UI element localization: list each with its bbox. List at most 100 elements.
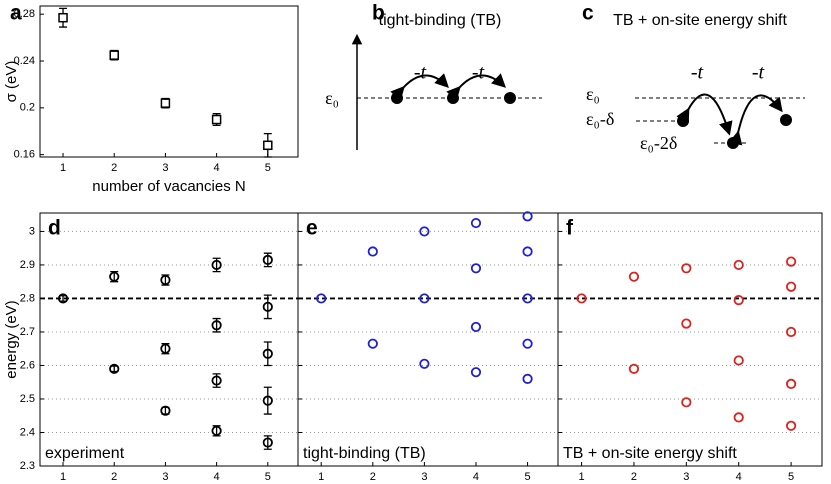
panel-label: a (10, 2, 22, 25)
data-point (262, 348, 273, 359)
hop-arrow (728, 94, 783, 146)
data-point (785, 420, 797, 431)
x-tick-label: 3 (162, 471, 168, 483)
hop-arrow (390, 73, 449, 101)
x-axis-label: number of vacancies N (92, 178, 245, 195)
x-tick-label: 3 (421, 471, 427, 483)
x-tick-label: 4 (473, 471, 479, 483)
x-tick-label: 1 (579, 471, 585, 483)
panel-label: e (306, 217, 318, 240)
data-point (470, 217, 482, 229)
x-tick-label: 3 (683, 471, 689, 483)
y-axis-label: σ (eV) (3, 61, 20, 103)
hop-label: -t (752, 62, 765, 84)
y-tick-label: 0.28 (14, 8, 35, 20)
y-axis-label: energy (eV) (3, 300, 20, 378)
y-tick-label: 0.2 (20, 102, 35, 114)
data-point (522, 211, 533, 222)
data-point (57, 293, 69, 304)
site (391, 92, 403, 104)
data-point (367, 246, 378, 257)
y-tick-label: 2.8 (20, 292, 35, 304)
x-tick-label: 2 (111, 162, 117, 174)
panel-label: c (582, 2, 594, 25)
y-tick-label: 2.5 (20, 393, 35, 405)
site (780, 114, 792, 126)
data-point (522, 246, 533, 257)
data-point (262, 301, 273, 312)
site (447, 92, 459, 104)
data-point (785, 256, 797, 267)
error-bar (263, 341, 272, 367)
x-tick-label: 5 (265, 162, 271, 174)
data-point (160, 98, 171, 108)
y-tick-label: 0.24 (14, 55, 35, 67)
data-point (211, 375, 222, 386)
data-point (733, 355, 744, 366)
y-tick-label: 3 (29, 225, 35, 237)
hop-arrow (676, 93, 733, 136)
data-point (419, 293, 430, 304)
y-tick-label: 2.9 (20, 259, 35, 271)
data-point (785, 378, 797, 390)
hop-arrow (446, 73, 507, 101)
data-point (109, 363, 120, 374)
hop-label: -t (414, 62, 427, 84)
x-tick-label: 5 (525, 471, 531, 483)
data-point (628, 363, 640, 374)
data-point (419, 358, 430, 369)
plot-frame (557, 212, 823, 467)
diagram-c: c TB + on-site energy shift ε₀ ε₀-δ ε₀-2… (582, 2, 805, 153)
level-label: ε₀ (586, 84, 600, 104)
data-point (576, 293, 587, 304)
hop-label: -t (691, 62, 704, 84)
annotation: experiment (45, 445, 125, 462)
y-tick-label: 2.3 (20, 460, 35, 472)
error-bar (263, 294, 272, 320)
data-point (262, 254, 273, 266)
y-tick-label: 0.16 (14, 149, 35, 161)
data-point (262, 395, 273, 406)
x-tick-label: 4 (214, 471, 220, 483)
data-point (211, 259, 222, 271)
panel-label: b (372, 2, 385, 25)
data-point (470, 263, 482, 274)
annotation: tight-binding (TB) (303, 445, 426, 462)
plot-frame (297, 212, 559, 467)
x-tick-label: 2 (370, 471, 376, 483)
site (677, 115, 689, 127)
data-point (419, 226, 430, 237)
y-tick-label: 2.7 (20, 326, 35, 338)
data-point (263, 140, 273, 151)
data-point (211, 320, 222, 331)
x-tick-label: 4 (214, 162, 220, 174)
data-point (733, 295, 744, 306)
data-point (681, 397, 692, 408)
data-point (211, 114, 222, 125)
site (727, 137, 739, 149)
data-point (733, 259, 744, 271)
x-tick-label: 2 (111, 471, 117, 483)
y-tick-label: 2.4 (20, 426, 35, 438)
data-point (262, 437, 273, 448)
level-label: ε₀ (325, 88, 339, 108)
x-tick-label: 1 (60, 162, 66, 174)
x-tick-label: 5 (265, 471, 271, 483)
data-point (733, 412, 744, 423)
data-point (785, 281, 797, 292)
diagram-title: tight-binding (TB) (379, 12, 502, 29)
data-point (58, 12, 68, 23)
data-point (681, 318, 692, 329)
panel-label: d (48, 217, 61, 240)
data-point (211, 425, 222, 436)
diagram-b: b tight-binding (TB) ε₀ -t -t (325, 2, 542, 150)
site (504, 92, 516, 104)
data-point (522, 373, 533, 384)
data-point (681, 263, 692, 274)
plot-frame (39, 212, 299, 467)
x-tick-label: 1 (60, 471, 66, 483)
x-tick-label: 3 (162, 162, 168, 174)
data-point (522, 293, 533, 304)
data-point (160, 405, 171, 416)
error-bar (263, 386, 272, 415)
